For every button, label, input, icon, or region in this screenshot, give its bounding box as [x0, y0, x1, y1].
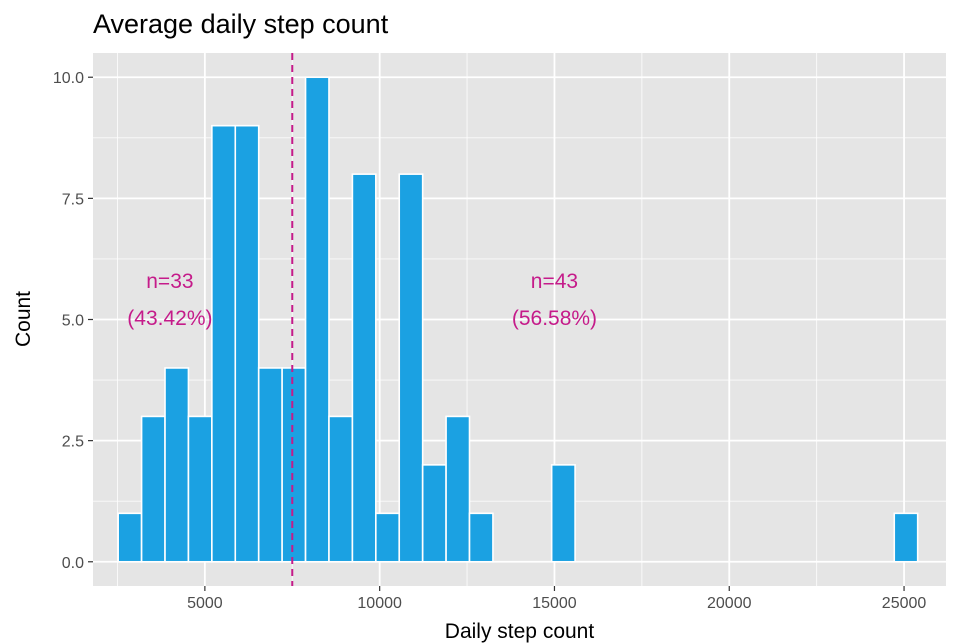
histogram-bar [140, 415, 166, 563]
x-axis-ticks: 5000 10000 15000 20000 25000 [187, 586, 926, 612]
annotation-percent: (43.42%) [127, 307, 212, 330]
histogram-bar [304, 76, 330, 563]
histogram-bar [421, 464, 447, 563]
histogram-bars [117, 76, 919, 563]
histogram-bar [893, 512, 919, 563]
x-axis-title: Daily step count [445, 620, 595, 643]
y-tick-label: 2.5 [62, 434, 84, 451]
y-axis-title: Count [12, 291, 35, 347]
y-axis-ticks: 0.0 2.5 5.0 7.5 10.0 [53, 70, 93, 572]
x-tick-label: 5000 [187, 595, 223, 612]
y-tick-label: 0.0 [62, 555, 84, 572]
x-tick-label: 20000 [707, 595, 752, 612]
chart-title: Average daily step count [93, 9, 389, 39]
y-tick-label: 10.0 [53, 70, 84, 87]
annotation-count: n=43 [531, 270, 578, 293]
histogram-bar [550, 464, 576, 563]
histogram-bar [445, 415, 471, 563]
annotation-percent: (56.58%) [512, 307, 597, 330]
y-tick-label: 7.5 [62, 191, 84, 208]
histogram-bar [257, 367, 283, 563]
histogram-bar [398, 173, 424, 563]
y-tick-label: 5.0 [62, 313, 84, 330]
annotations: n=33 (43.42%) n=43 (56.58%) [127, 270, 597, 330]
x-tick-label: 25000 [882, 595, 927, 612]
histogram-bar [328, 415, 354, 563]
histogram-bar [351, 173, 377, 563]
histogram-bar [375, 512, 401, 563]
histogram-bar [187, 415, 213, 563]
histogram-bar [281, 367, 307, 563]
histogram-bar [234, 124, 260, 563]
histogram-bar [468, 512, 494, 563]
histogram-bar [164, 367, 190, 563]
annotation-count: n=33 [146, 270, 193, 293]
histogram-bar [117, 512, 143, 563]
x-tick-label: 10000 [357, 595, 402, 612]
histogram-bar [211, 124, 237, 563]
x-tick-label: 15000 [532, 595, 577, 612]
